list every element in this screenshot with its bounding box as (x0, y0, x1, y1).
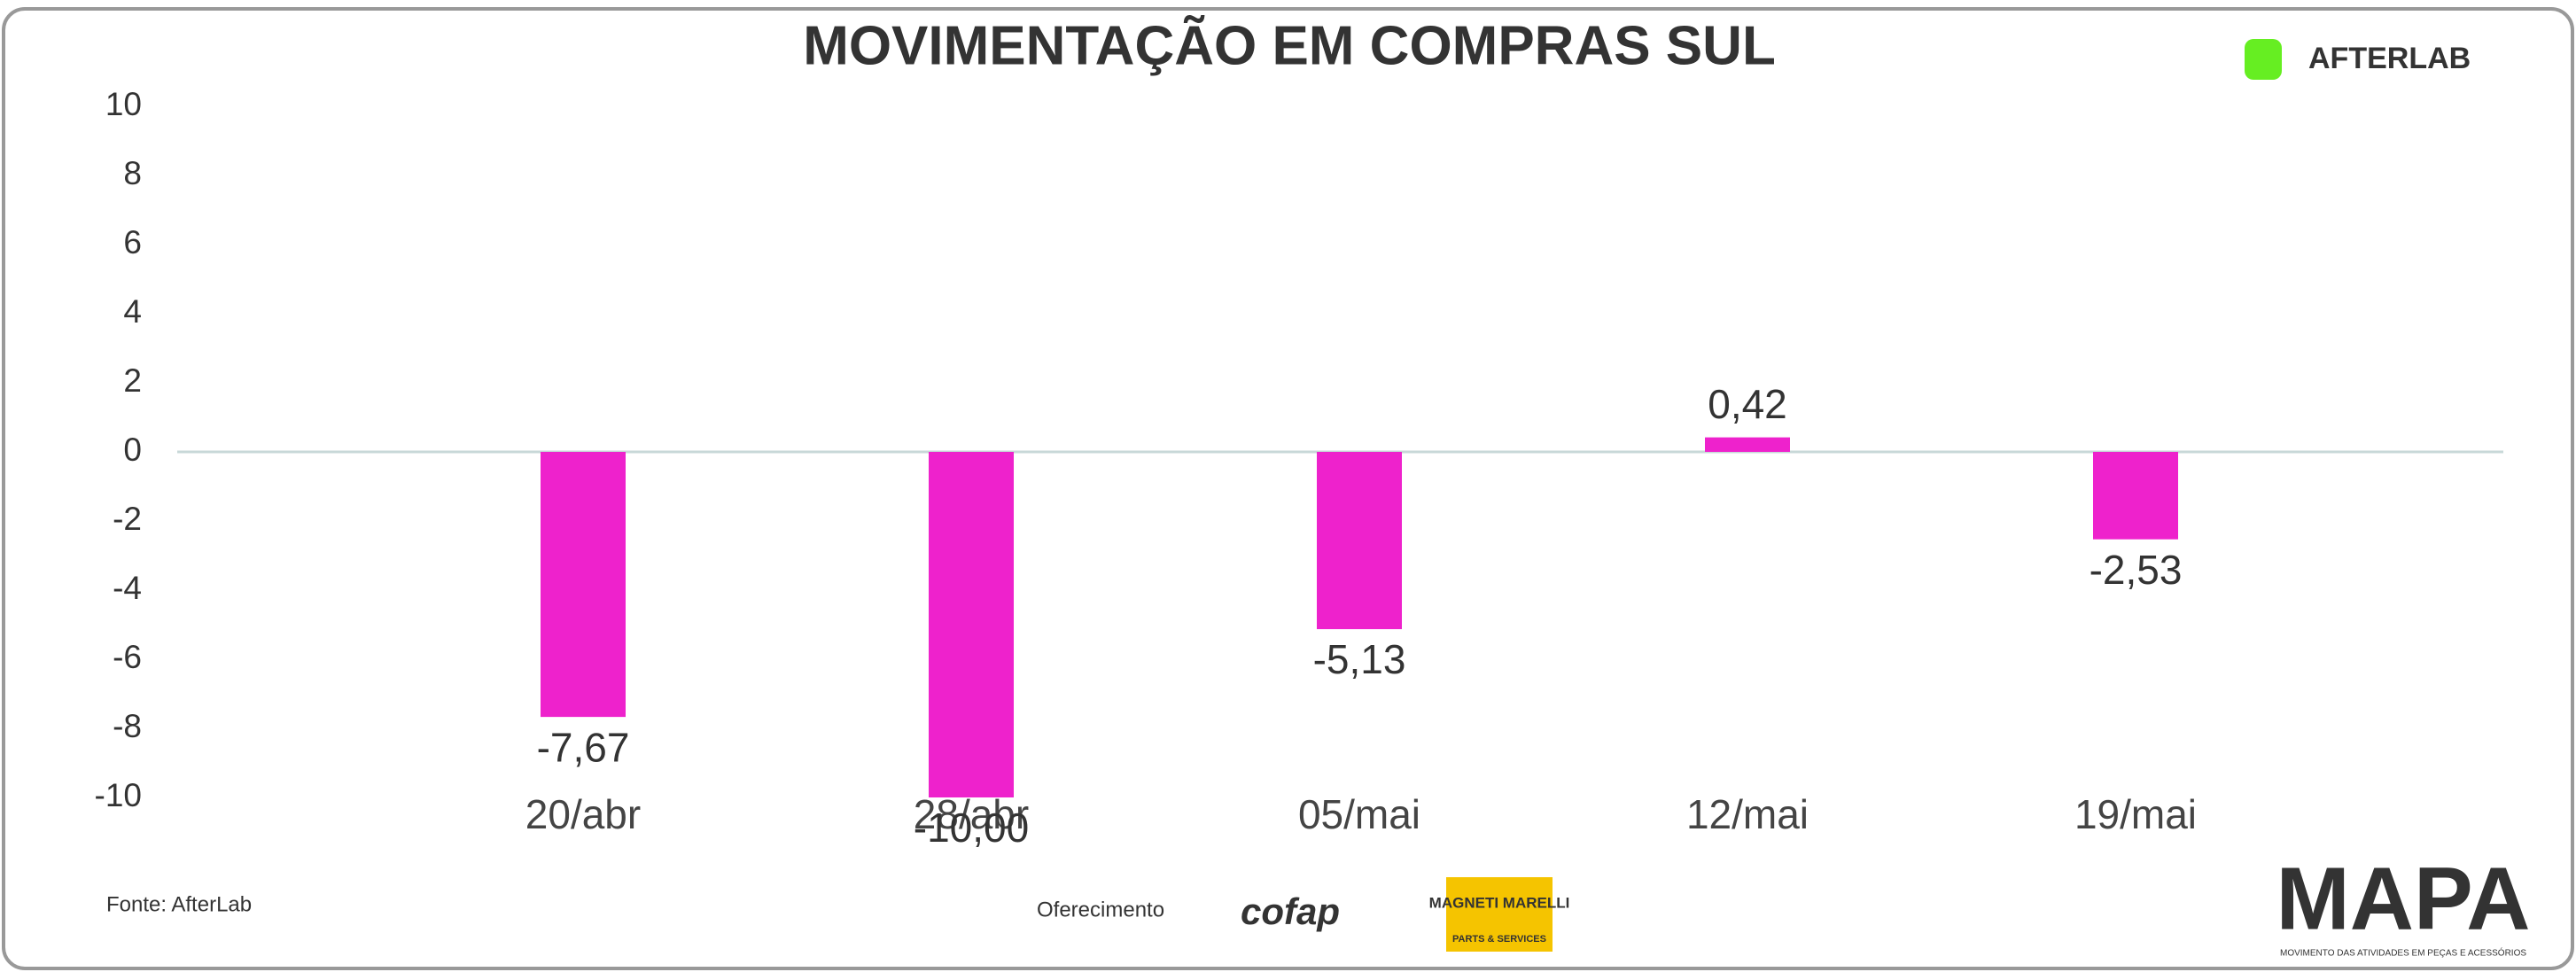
value-label: 0,42 (1708, 381, 1787, 427)
x-tick-label: 12/mai (1686, 791, 1809, 837)
source-note: Fonte: AfterLab (106, 892, 252, 916)
bar (1317, 452, 1402, 630)
bar (2093, 452, 2178, 540)
y-tick-label: -8 (113, 708, 142, 744)
magneti-logo: MAGNETI MARELLI (1429, 894, 1570, 911)
bar (541, 452, 626, 718)
chart-title: MOVIMENTAÇÃO EM COMPRAS SUL (803, 15, 1776, 76)
y-tick-label: 4 (123, 293, 142, 330)
x-tick-label: 28/abr (914, 791, 1029, 837)
magneti-sub: PARTS & SERVICES (1452, 934, 1546, 945)
brand-logo: AFTERLAB (2308, 42, 2471, 75)
mapa-sub: MOVIMENTO DAS ATIVIDADES EM PEÇAS E ACES… (2280, 947, 2526, 959)
magneti-logo-bg (1446, 877, 1553, 952)
y-tick-label: 2 (123, 362, 142, 399)
y-tick-label: -10 (95, 777, 142, 813)
brand-icon (2245, 39, 2282, 80)
y-tick-label: -6 (113, 639, 142, 675)
y-tick-label: -4 (113, 570, 142, 606)
bar (1705, 437, 1790, 452)
value-label: -5,13 (1313, 636, 1406, 682)
value-label: -10,00 (914, 805, 1029, 851)
cofap-logo: cofap (1241, 890, 1340, 932)
y-tick-label: 10 (105, 86, 142, 122)
y-tick-label: 6 (123, 224, 142, 260)
value-label: -2,53 (2090, 547, 2183, 593)
y-tick-label: 0 (123, 432, 142, 468)
frame (2, 7, 2574, 970)
bar (929, 452, 1014, 797)
sponsor-label: Oferecimento (1037, 898, 1164, 921)
x-tick-label: 19/mai (2074, 791, 2197, 837)
x-tick-label: 05/mai (1298, 791, 1420, 837)
y-tick-label: -2 (113, 501, 142, 537)
mapa-logo: MAPA (2276, 849, 2530, 948)
value-label: -7,67 (537, 724, 630, 770)
x-tick-label: 20/abr (525, 791, 641, 837)
y-tick-label: 8 (123, 155, 142, 191)
